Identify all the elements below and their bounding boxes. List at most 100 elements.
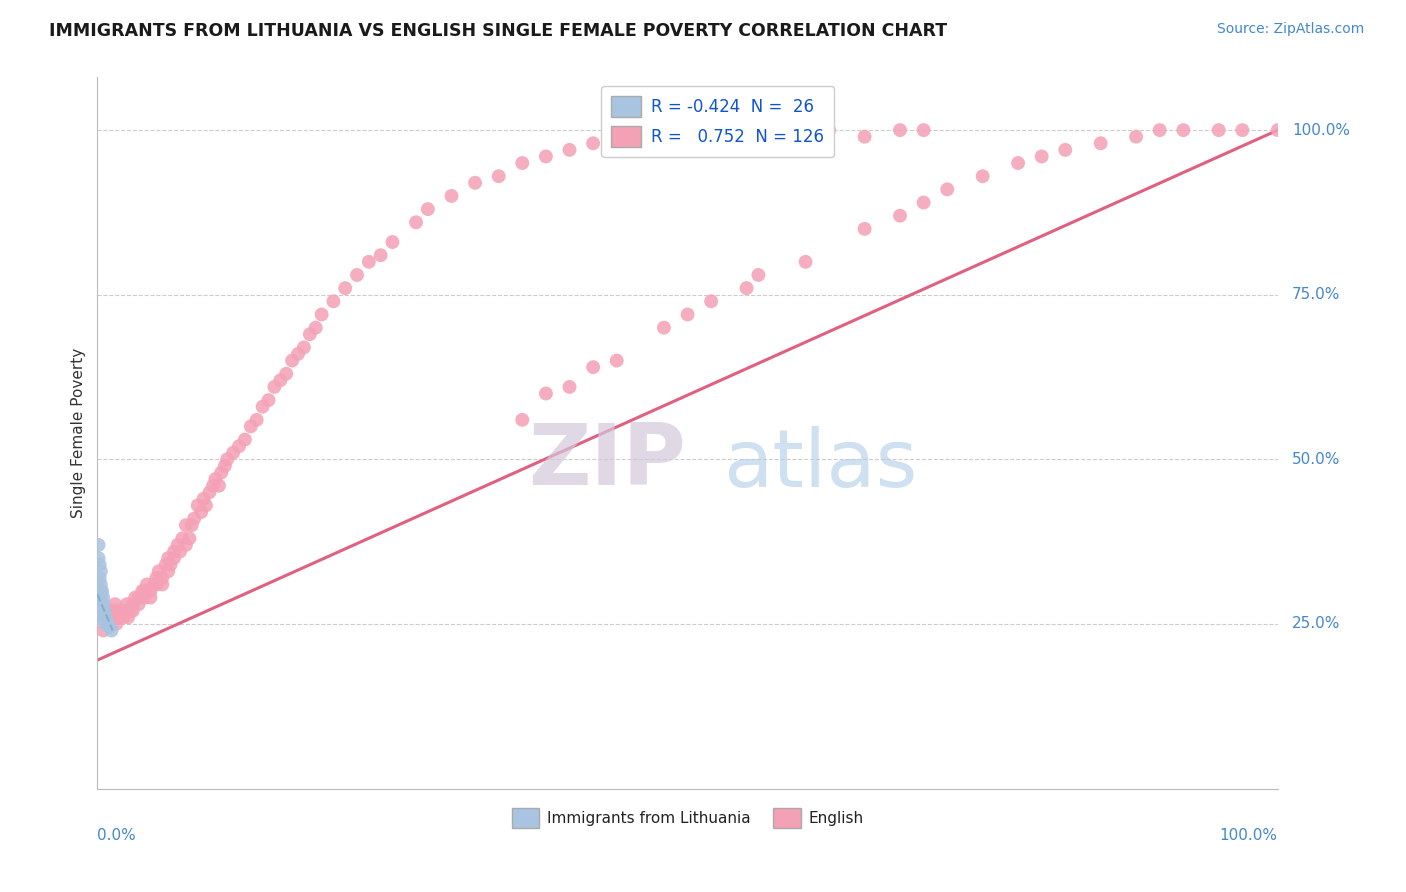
Point: [89, 571, 111, 585]
Point: [190, 505, 212, 519]
Point: [853, 129, 876, 144]
Point: [558, 380, 581, 394]
Point: [936, 182, 959, 196]
Point: [228, 439, 250, 453]
Point: [157, 551, 180, 566]
Point: [112, 610, 135, 624]
Text: Source: ZipAtlas.com: Source: ZipAtlas.com: [1216, 22, 1364, 37]
Point: [120, 604, 142, 618]
Text: ZIP: ZIP: [529, 420, 686, 503]
Point: [510, 413, 533, 427]
Point: [94, 614, 117, 628]
Point: [169, 544, 191, 558]
Point: [150, 577, 173, 591]
Point: [90, 564, 112, 578]
Point: [794, 254, 817, 268]
Point: [143, 577, 166, 591]
Point: [346, 268, 368, 282]
Point: [98, 616, 121, 631]
Point: [180, 518, 202, 533]
Point: [405, 215, 427, 229]
Point: [889, 209, 911, 223]
Point: [100, 610, 122, 624]
Point: [202, 478, 225, 492]
Point: [112, 604, 135, 618]
Point: [139, 591, 162, 605]
Point: [1031, 149, 1053, 163]
Point: [93, 604, 115, 618]
Point: [97, 616, 120, 631]
Point: [1090, 136, 1112, 151]
Point: [652, 320, 675, 334]
Point: [257, 393, 280, 408]
Point: [134, 591, 156, 605]
Point: [440, 189, 463, 203]
Point: [94, 616, 117, 631]
Point: [246, 413, 269, 427]
Point: [124, 591, 146, 605]
Text: 75.0%: 75.0%: [1292, 287, 1340, 302]
Point: [735, 123, 758, 137]
Point: [818, 123, 841, 137]
Text: 50.0%: 50.0%: [1292, 452, 1340, 467]
Point: [91, 604, 114, 618]
Point: [1232, 123, 1254, 137]
Point: [1173, 123, 1195, 137]
Point: [311, 308, 333, 322]
Point: [91, 610, 114, 624]
Point: [889, 123, 911, 137]
Point: [204, 472, 226, 486]
Point: [128, 591, 150, 605]
Point: [121, 604, 143, 618]
Point: [139, 584, 162, 599]
Point: [194, 499, 217, 513]
Point: [510, 156, 533, 170]
Text: 0.0%: 0.0%: [97, 828, 136, 843]
Point: [252, 400, 274, 414]
Point: [150, 571, 173, 585]
Text: IMMIGRANTS FROM LITHUANIA VS ENGLISH SINGLE FEMALE POVERTY CORRELATION CHART: IMMIGRANTS FROM LITHUANIA VS ENGLISH SIN…: [49, 22, 948, 40]
Text: 100.0%: 100.0%: [1220, 828, 1278, 843]
Point: [534, 386, 557, 401]
Point: [239, 419, 262, 434]
Point: [93, 614, 115, 628]
Point: [90, 591, 112, 605]
Point: [145, 571, 167, 585]
Point: [98, 620, 121, 634]
Point: [747, 268, 769, 282]
Point: [172, 532, 194, 546]
Point: [90, 577, 112, 591]
Point: [287, 347, 309, 361]
Point: [214, 458, 236, 473]
Point: [1125, 129, 1147, 144]
Point: [134, 584, 156, 599]
Point: [89, 558, 111, 572]
Point: [700, 129, 723, 144]
Point: [1007, 156, 1029, 170]
Point: [464, 176, 486, 190]
Point: [107, 610, 129, 624]
Text: atlas: atlas: [723, 426, 917, 504]
Point: [357, 254, 380, 268]
Point: [1208, 123, 1230, 137]
Point: [121, 597, 143, 611]
Point: [91, 584, 114, 599]
Y-axis label: Single Female Poverty: Single Female Poverty: [72, 348, 86, 518]
Point: [90, 584, 112, 599]
Point: [115, 604, 138, 618]
Point: [534, 149, 557, 163]
Point: [222, 446, 245, 460]
Point: [198, 485, 221, 500]
Point: [370, 248, 392, 262]
Point: [281, 353, 304, 368]
Point: [157, 564, 180, 578]
Point: [292, 340, 315, 354]
Point: [233, 433, 256, 447]
Point: [96, 614, 118, 628]
Point: [972, 169, 994, 184]
Point: [145, 577, 167, 591]
Point: [305, 320, 328, 334]
Point: [416, 202, 439, 216]
Point: [148, 564, 170, 578]
Point: [179, 532, 201, 546]
